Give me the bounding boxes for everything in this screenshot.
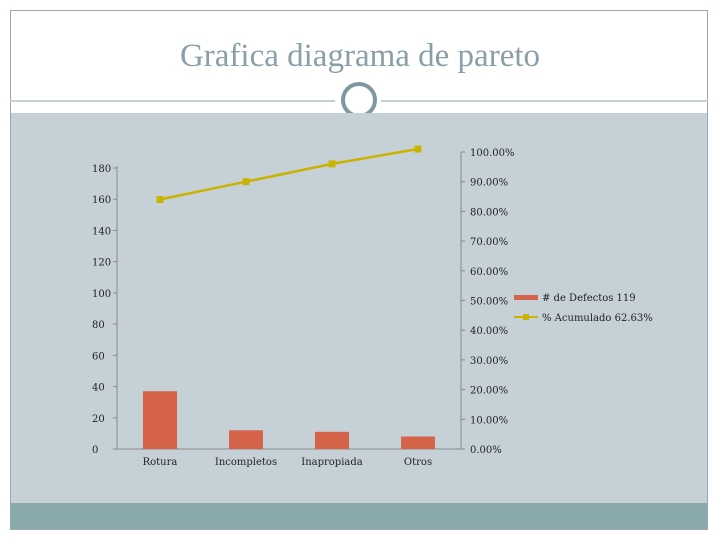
x-tick-label: Inapropiada xyxy=(301,457,363,468)
right-axis-tick-label: 70.00% xyxy=(470,237,508,248)
left-axis-tick-label: 80 xyxy=(92,320,105,331)
left-axis-tick-label: 20 xyxy=(92,414,105,425)
legend-label-bar: # de Defectos 119 xyxy=(542,293,636,304)
left-axis-tick-label: 100 xyxy=(92,289,111,300)
right-axis-tick-label: 50.00% xyxy=(470,297,508,308)
right-axis-tick-label: 40.00% xyxy=(470,326,508,337)
left-axis-tick-label: 40 xyxy=(92,383,105,394)
right-axis-tick-label: 100.00% xyxy=(470,148,515,159)
left-axis-tick-label: 140 xyxy=(92,226,111,237)
legend-swatch-marker xyxy=(523,314,529,320)
left-axis-tick-label: 120 xyxy=(92,258,111,269)
right-axis-tick-label: 90.00% xyxy=(470,178,508,189)
legend-swatch-bar xyxy=(514,295,538,300)
x-tick-label: Otros xyxy=(404,457,432,468)
right-axis-tick-label: 80.00% xyxy=(470,207,508,218)
bar xyxy=(315,431,349,449)
right-axis-tick-label: 30.00% xyxy=(470,356,508,367)
right-axis-tick-label: 60.00% xyxy=(470,267,508,278)
line-marker xyxy=(328,160,336,168)
right-axis-tick-label: 20.00% xyxy=(470,386,508,397)
line-marker xyxy=(414,145,422,153)
footer-bar xyxy=(11,503,707,529)
left-axis-tick-label: 160 xyxy=(92,195,111,206)
left-axis-tick-label: 0 xyxy=(92,445,98,456)
left-axis-tick-label: 180 xyxy=(92,164,111,175)
line-marker xyxy=(242,178,250,186)
legend-label-line: % Acumulado 62.63% xyxy=(542,313,653,324)
bar xyxy=(229,430,263,449)
x-tick-label: Incompletos xyxy=(215,457,277,468)
slide-title: Grafica diagrama de pareto xyxy=(179,38,541,74)
chart-area-background xyxy=(11,113,707,503)
right-axis-tick-label: 10.00% xyxy=(470,415,508,426)
bar xyxy=(143,391,177,449)
left-axis-tick-label: 60 xyxy=(92,351,105,362)
bar xyxy=(401,436,435,449)
x-tick-label: Rotura xyxy=(143,457,178,468)
cumulative-line xyxy=(159,147,419,201)
right-axis-tick-label: 0.00% xyxy=(470,445,502,456)
line-marker xyxy=(156,196,164,204)
